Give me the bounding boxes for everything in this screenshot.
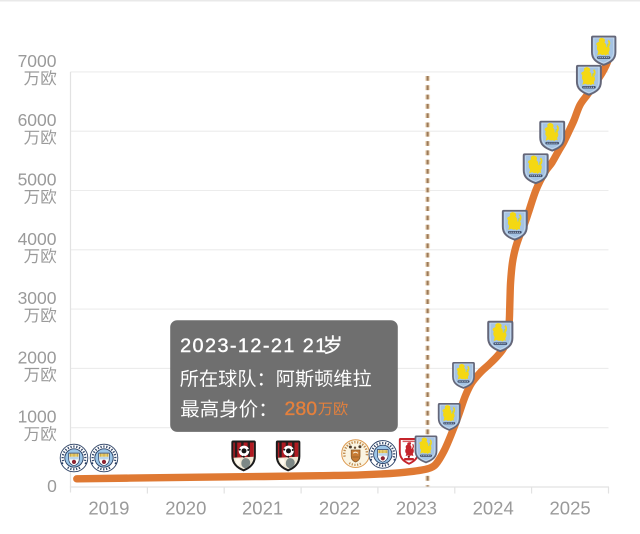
svg-text:3000: 3000	[18, 288, 57, 308]
svg-text:2023: 2023	[396, 497, 437, 518]
svg-text:280: 280	[285, 398, 318, 420]
svg-text:2025: 2025	[550, 497, 591, 518]
svg-text:4000: 4000	[18, 229, 57, 249]
svg-text:2021: 2021	[242, 497, 283, 518]
svg-text:5000: 5000	[18, 170, 57, 190]
svg-text:2020: 2020	[165, 497, 206, 518]
svg-text:2019: 2019	[88, 497, 129, 518]
svg-text:2023-12-21 21: 2023-12-21 21	[180, 335, 328, 357]
svg-text:6000: 6000	[18, 110, 57, 130]
svg-text:2000: 2000	[18, 347, 57, 367]
svg-text:2022: 2022	[319, 497, 360, 518]
svg-text:1000: 1000	[18, 407, 57, 427]
svg-text:7000: 7000	[18, 51, 57, 71]
svg-text:0: 0	[47, 476, 57, 496]
svg-text:2024: 2024	[473, 497, 514, 518]
